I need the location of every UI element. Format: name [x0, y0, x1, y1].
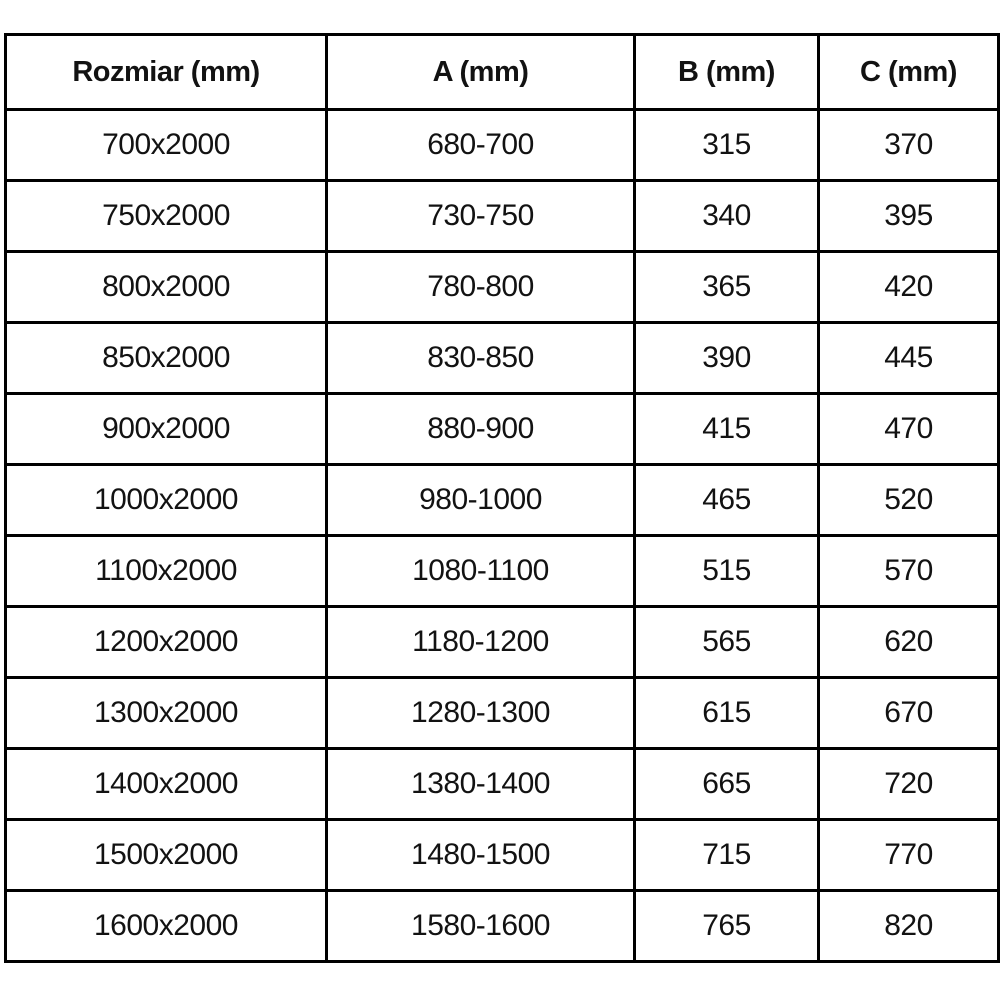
table-cell: 670	[817, 676, 1000, 750]
table-cell: 1280-1300	[325, 676, 636, 750]
table-cell: 315	[633, 108, 820, 182]
table-cell: 570	[817, 534, 1000, 608]
table-row: 850x2000 830-850 390 445	[4, 321, 1000, 395]
table-cell: 520	[817, 463, 1000, 537]
table-row: 1100x2000 1080-1100 515 570	[4, 534, 1000, 608]
table-cell: 390	[633, 321, 820, 395]
table-cell: 820	[817, 889, 1000, 963]
table-row: 1000x2000 980-1000 465 520	[4, 463, 1000, 537]
table-cell: 415	[633, 392, 820, 466]
table-row: 1500x2000 1480-1500 715 770	[4, 818, 1000, 892]
table-cell: 365	[633, 250, 820, 324]
table-body: 700x2000 680-700 315 370 750x2000 730-750 340 3…	[4, 108, 1000, 963]
table-cell: 800x2000	[4, 250, 328, 324]
table-cell: 470	[817, 392, 1000, 466]
table-cell: 765	[633, 889, 820, 963]
table-row: 800x2000 780-800 365 420	[4, 250, 1000, 324]
size-specification-table: Rozmiar (mm) A (mm) B (mm) C (mm) 700x20…	[4, 33, 1000, 963]
table-header-row: Rozmiar (mm) A (mm) B (mm) C (mm)	[4, 33, 1000, 111]
column-header-c: C (mm)	[817, 33, 1000, 111]
table-cell: 1500x2000	[4, 818, 328, 892]
table-cell: 1600x2000	[4, 889, 328, 963]
table-cell: 680-700	[325, 108, 636, 182]
table-cell: 1200x2000	[4, 605, 328, 679]
table-cell: 1100x2000	[4, 534, 328, 608]
table-row: 1600x2000 1580-1600 765 820	[4, 889, 1000, 963]
table-cell: 1180-1200	[325, 605, 636, 679]
table-cell: 770	[817, 818, 1000, 892]
table-cell: 615	[633, 676, 820, 750]
table-cell: 850x2000	[4, 321, 328, 395]
table-cell: 620	[817, 605, 1000, 679]
table-cell: 730-750	[325, 179, 636, 253]
table-row: 1200x2000 1180-1200 565 620	[4, 605, 1000, 679]
table-cell: 715	[633, 818, 820, 892]
table-cell: 780-800	[325, 250, 636, 324]
table-cell: 880-900	[325, 392, 636, 466]
table-cell: 1000x2000	[4, 463, 328, 537]
table-cell: 420	[817, 250, 1000, 324]
table-cell: 465	[633, 463, 820, 537]
table-cell: 1380-1400	[325, 747, 636, 821]
table-cell: 700x2000	[4, 108, 328, 182]
table-row: 750x2000 730-750 340 395	[4, 179, 1000, 253]
table-row: 700x2000 680-700 315 370	[4, 108, 1000, 182]
table-cell: 565	[633, 605, 820, 679]
column-header-a: A (mm)	[325, 33, 636, 111]
table-cell: 1580-1600	[325, 889, 636, 963]
table-row: 1400x2000 1380-1400 665 720	[4, 747, 1000, 821]
table-cell: 1480-1500	[325, 818, 636, 892]
table-row: 900x2000 880-900 415 470	[4, 392, 1000, 466]
table-cell: 515	[633, 534, 820, 608]
table-cell: 980-1000	[325, 463, 636, 537]
table-cell: 370	[817, 108, 1000, 182]
table-cell: 1400x2000	[4, 747, 328, 821]
table-cell: 1300x2000	[4, 676, 328, 750]
table-cell: 1080-1100	[325, 534, 636, 608]
table-cell: 445	[817, 321, 1000, 395]
table-cell: 720	[817, 747, 1000, 821]
table-cell: 340	[633, 179, 820, 253]
table-cell: 900x2000	[4, 392, 328, 466]
table-cell: 395	[817, 179, 1000, 253]
table-row: 1300x2000 1280-1300 615 670	[4, 676, 1000, 750]
column-header-b: B (mm)	[633, 33, 820, 111]
table-cell: 665	[633, 747, 820, 821]
column-header-rozmiar: Rozmiar (mm)	[4, 33, 328, 111]
table-cell: 830-850	[325, 321, 636, 395]
table-cell: 750x2000	[4, 179, 328, 253]
